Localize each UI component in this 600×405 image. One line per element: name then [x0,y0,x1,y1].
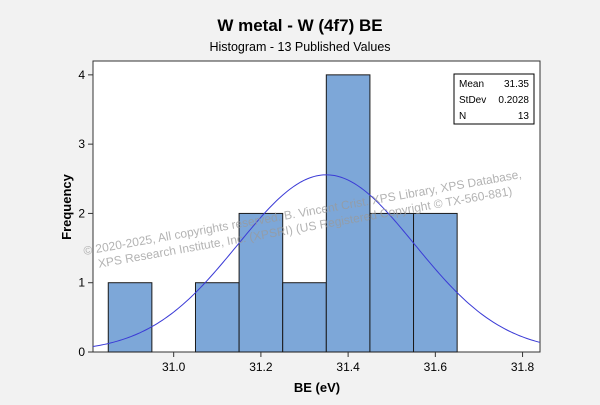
x-tick-label: 31.2 [249,360,273,374]
stats-stdev-label: StDev [459,95,486,106]
x-tick-label: 31.6 [424,360,448,374]
stats-n-label: N [459,111,466,122]
histogram-bars [107,74,458,353]
histogram-bar [413,212,458,353]
stats-mean-value: 31.35 [504,79,529,90]
y-tick-label: 1 [78,276,85,290]
histogram-bar [369,212,415,353]
stats-box-frame [453,73,535,125]
stats-n-value: 13 [518,111,530,122]
x-axis-label: BE (eV) [294,380,340,395]
y-tick-label: 3 [78,137,85,151]
x-tick-label: 31.8 [511,360,535,374]
stats-stdev-value: 0.2028 [498,95,529,106]
chart-subtitle: Histogram - 13 Published Values [209,40,390,54]
histogram-bar [194,282,240,353]
y-axis-label: Frequency [59,173,74,240]
y-tick-label: 4 [78,68,85,82]
axes: 31.0 31.2 31.4 31.6 31.8 0 1 2 3 4 [78,68,534,374]
chart-title: W metal - W (4f7) BE [217,16,382,35]
stats-mean-label: Mean [459,79,484,90]
x-tick-label: 31.4 [336,360,360,374]
y-tick-label: 0 [78,345,85,359]
normal-fit-curve [92,174,541,348]
stats-box: Mean 31.35 StDev 0.2028 N 13 [453,73,535,125]
histogram-bar [107,282,153,353]
histogram-bar [282,282,327,353]
x-tick-label: 31.0 [162,360,186,374]
y-tick-label: 2 [78,206,85,220]
